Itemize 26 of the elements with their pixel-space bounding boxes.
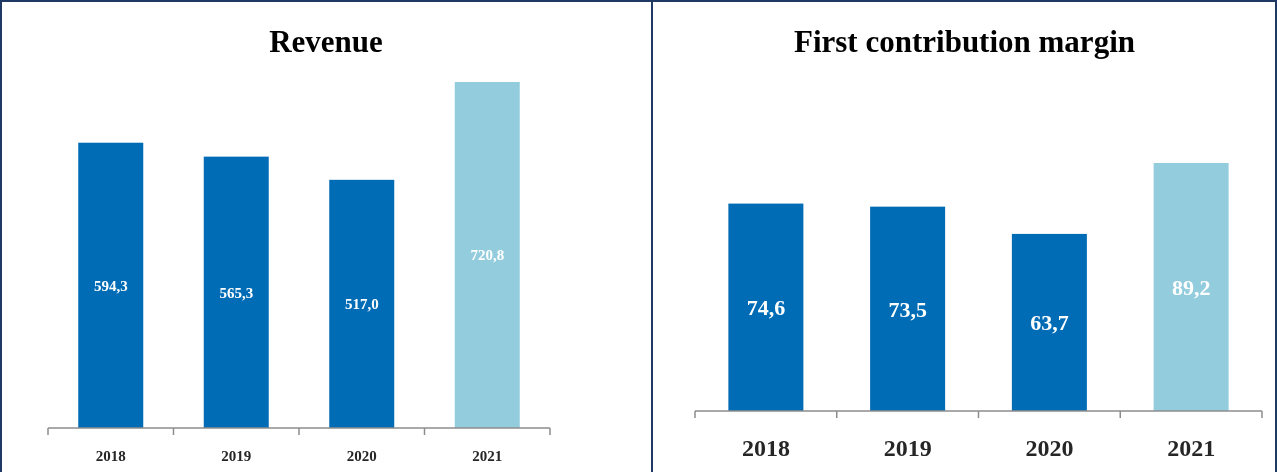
data-label: 517,0 [344, 296, 379, 313]
x-tick-label: 2019 [221, 448, 252, 465]
data-label: 720,8 [470, 247, 505, 264]
x-tick-label: 2018 [741, 435, 790, 462]
x-tick-label: 2019 [883, 435, 932, 462]
bar [1011, 233, 1087, 411]
data-label: 74,6 [746, 295, 786, 320]
x-tick-label: 2020 [346, 448, 377, 465]
chart-title: Revenue [269, 24, 383, 59]
bar [203, 156, 269, 428]
chart-title: First contribution margin [794, 24, 1135, 59]
x-tick-label: 2021 [1167, 435, 1216, 462]
x-tick-label: 2020 [1025, 435, 1074, 462]
bar [728, 203, 804, 411]
bar [870, 206, 946, 411]
bar [1153, 163, 1229, 411]
bar [78, 142, 144, 428]
data-label: 73,5 [888, 296, 927, 322]
bar [454, 82, 520, 428]
data-label: 63,7 [1030, 310, 1069, 336]
data-label: 565,3 [219, 284, 254, 301]
data-label: 594,3 [93, 277, 128, 294]
x-tick-label: 2021 [472, 448, 503, 465]
bar [329, 179, 395, 428]
x-tick-label: 2018 [95, 448, 126, 465]
data-label: 89,2 [1171, 274, 1211, 300]
